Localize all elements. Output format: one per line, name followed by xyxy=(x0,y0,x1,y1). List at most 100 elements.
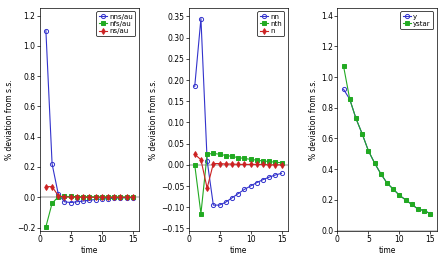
ystar xyxy=(397,194,402,197)
nns/au xyxy=(68,201,73,204)
nn xyxy=(192,85,198,88)
nth xyxy=(266,160,272,163)
nn xyxy=(279,172,284,175)
y xyxy=(403,198,408,201)
n xyxy=(242,163,247,166)
nn xyxy=(266,175,272,179)
ystar xyxy=(359,132,365,135)
ystar xyxy=(422,209,427,212)
n xyxy=(198,158,204,161)
Y-axis label: % deviation from s.s.: % deviation from s.s. xyxy=(5,79,15,160)
nn xyxy=(254,181,259,184)
n xyxy=(205,187,210,190)
Line: y: y xyxy=(341,87,433,216)
nth xyxy=(192,163,198,166)
nns/au xyxy=(62,200,67,203)
ystar xyxy=(428,212,433,215)
nns/au xyxy=(118,196,123,200)
nfs/au xyxy=(124,196,129,199)
ystar xyxy=(384,181,390,184)
ns/au xyxy=(105,196,111,199)
n xyxy=(235,163,241,166)
nth xyxy=(223,154,228,157)
Line: nns/au: nns/au xyxy=(44,29,135,205)
nfs/au xyxy=(118,196,123,199)
Legend: nn, nth, n: nn, nth, n xyxy=(257,11,284,36)
n xyxy=(192,153,198,156)
nns/au xyxy=(130,196,135,199)
ns/au xyxy=(112,196,117,199)
nth xyxy=(254,158,259,162)
nth xyxy=(260,160,265,163)
nns/au xyxy=(74,200,79,203)
ns/au xyxy=(124,196,129,199)
Legend: y, ystar: y, ystar xyxy=(400,11,433,29)
ns/au xyxy=(43,185,49,188)
nns/au xyxy=(49,162,55,166)
nfs/au xyxy=(99,195,105,198)
ns/au xyxy=(74,196,79,199)
nth xyxy=(217,153,222,156)
nns/au xyxy=(43,29,49,32)
nfs/au xyxy=(62,195,67,198)
n xyxy=(229,162,235,166)
ystar xyxy=(372,161,377,165)
nn xyxy=(229,196,235,200)
nth xyxy=(248,158,253,161)
nfs/au xyxy=(68,195,73,198)
Line: nth: nth xyxy=(193,151,284,216)
nth xyxy=(273,161,278,164)
nn xyxy=(198,17,204,20)
nfs/au xyxy=(56,195,61,198)
nfs/au xyxy=(112,196,117,199)
X-axis label: time: time xyxy=(81,246,98,255)
nfs/au xyxy=(130,196,135,199)
nns/au xyxy=(86,199,92,202)
y xyxy=(341,88,346,91)
nth xyxy=(279,161,284,164)
y xyxy=(391,188,396,191)
ystar xyxy=(415,207,421,211)
ns/au xyxy=(130,196,135,199)
ns/au xyxy=(80,196,86,199)
n xyxy=(248,163,253,166)
n xyxy=(254,163,259,166)
y xyxy=(397,194,402,197)
nth xyxy=(205,153,210,156)
nn xyxy=(242,188,247,191)
y xyxy=(378,172,383,175)
y xyxy=(428,212,433,215)
y xyxy=(415,207,421,211)
nfs/au xyxy=(43,225,49,228)
Line: n: n xyxy=(193,152,284,190)
nth xyxy=(242,157,247,160)
nns/au xyxy=(93,198,98,201)
ns/au xyxy=(56,194,61,197)
nns/au xyxy=(56,193,61,196)
ystar xyxy=(391,188,396,191)
ystar xyxy=(409,203,415,206)
Line: ystar: ystar xyxy=(341,64,433,216)
nn xyxy=(273,173,278,176)
nth xyxy=(229,155,235,158)
nn xyxy=(217,204,222,207)
nfs/au xyxy=(49,202,55,205)
Line: nn: nn xyxy=(193,16,284,207)
Legend: nns/au, nfs/au, ns/au: nns/au, nfs/au, ns/au xyxy=(97,11,135,36)
n xyxy=(211,162,216,165)
nfs/au xyxy=(93,195,98,198)
n xyxy=(266,163,272,166)
nns/au xyxy=(124,196,129,200)
ns/au xyxy=(62,195,67,198)
n xyxy=(217,162,222,165)
nns/au xyxy=(112,197,117,200)
ystar xyxy=(341,65,346,68)
nns/au xyxy=(105,197,111,200)
nfs/au xyxy=(80,195,86,198)
nn xyxy=(223,201,228,204)
nfs/au xyxy=(105,196,111,199)
nns/au xyxy=(99,197,105,201)
Y-axis label: % deviation from s.s.: % deviation from s.s. xyxy=(149,79,158,160)
ns/au xyxy=(86,196,92,199)
n xyxy=(273,163,278,166)
